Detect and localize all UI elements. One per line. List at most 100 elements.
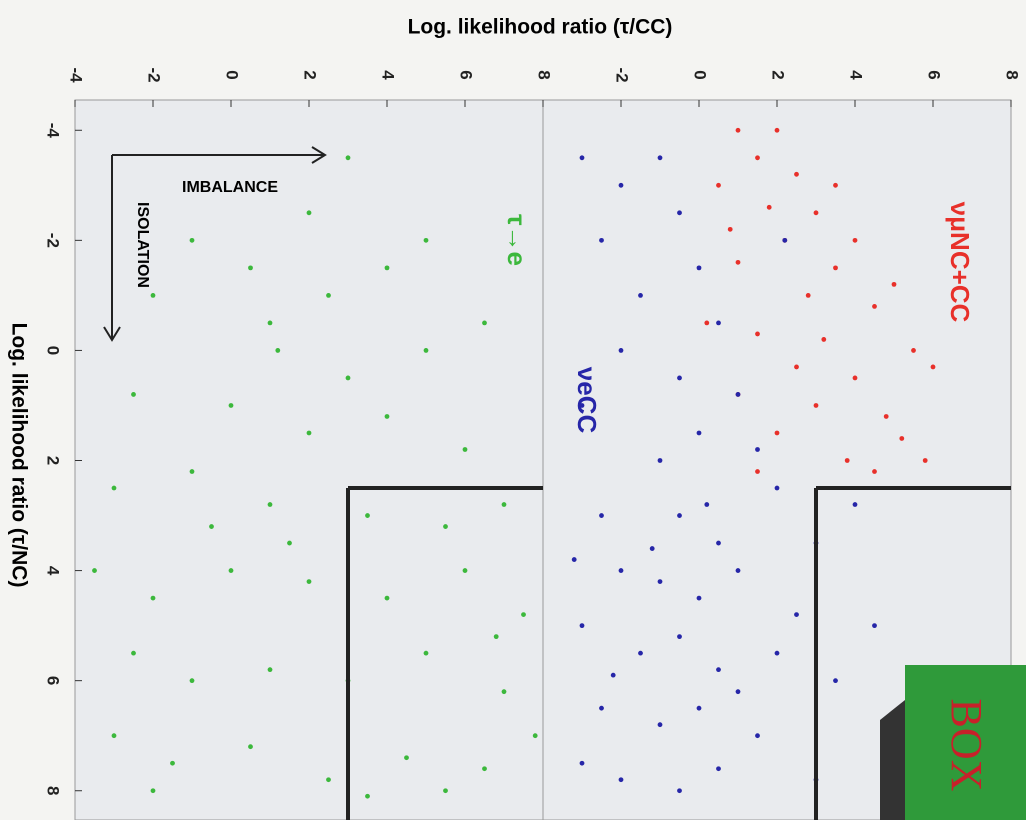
point xyxy=(657,155,663,161)
point xyxy=(813,210,819,216)
point xyxy=(794,364,799,370)
point xyxy=(891,281,897,287)
point xyxy=(571,557,577,562)
point xyxy=(696,265,702,271)
point xyxy=(638,650,643,656)
point xyxy=(384,414,390,419)
point xyxy=(599,513,604,518)
point xyxy=(735,127,741,133)
point xyxy=(755,733,760,739)
y-tick-label: 2 xyxy=(44,456,63,465)
point xyxy=(618,348,624,353)
y-tick-label: 0 xyxy=(44,346,63,355)
point xyxy=(501,689,507,695)
point xyxy=(872,469,877,474)
x-tick-label: -4 xyxy=(67,67,86,83)
point xyxy=(365,793,370,799)
x-tick-label: -2 xyxy=(613,67,632,82)
point xyxy=(657,458,663,463)
x-tick-label: 0 xyxy=(223,70,242,79)
point xyxy=(579,403,585,408)
point xyxy=(618,568,624,573)
point xyxy=(462,568,468,573)
point xyxy=(384,595,390,601)
point xyxy=(267,667,273,673)
point xyxy=(150,292,156,298)
point xyxy=(899,436,905,441)
point xyxy=(423,650,429,656)
point xyxy=(852,375,858,381)
point xyxy=(677,210,682,216)
point xyxy=(774,485,780,491)
point xyxy=(443,788,448,794)
point xyxy=(677,375,682,381)
point xyxy=(618,777,624,783)
y-tick-label: 4 xyxy=(44,566,63,576)
point xyxy=(774,127,780,133)
point xyxy=(189,469,195,474)
point xyxy=(345,375,351,381)
point xyxy=(579,155,585,161)
point xyxy=(287,540,292,546)
point xyxy=(131,650,136,656)
point xyxy=(782,237,788,243)
point xyxy=(599,705,604,711)
point xyxy=(482,320,487,326)
annotation: IMBALANCE xyxy=(182,179,278,196)
point xyxy=(833,678,838,684)
point xyxy=(735,568,741,573)
x-tick-label: 2 xyxy=(301,70,320,79)
y-tick-label: -2 xyxy=(44,233,63,248)
point xyxy=(833,265,838,271)
point xyxy=(150,595,156,601)
point xyxy=(716,540,721,546)
point xyxy=(462,447,468,452)
annotation: BOX xyxy=(942,699,991,792)
point xyxy=(306,430,312,436)
point xyxy=(657,579,663,584)
point xyxy=(423,348,429,353)
point xyxy=(735,689,741,695)
point xyxy=(716,320,721,326)
point xyxy=(443,524,448,529)
point xyxy=(493,634,499,640)
series-label: νeCC xyxy=(572,367,602,434)
point xyxy=(228,568,234,573)
point xyxy=(189,678,195,684)
series-label: τ→e xyxy=(502,214,532,266)
point xyxy=(579,623,585,629)
imbalance-arrow xyxy=(103,146,327,342)
point xyxy=(579,760,585,766)
point xyxy=(532,733,538,739)
point xyxy=(248,265,253,271)
point xyxy=(92,568,97,573)
point xyxy=(131,392,136,397)
point xyxy=(716,766,721,772)
point xyxy=(696,595,702,601)
series xyxy=(704,127,936,474)
y-tick-label: 6 xyxy=(44,676,63,685)
point xyxy=(821,337,827,342)
x-tick-label: 4 xyxy=(847,70,866,80)
photo-box xyxy=(905,665,1026,820)
point xyxy=(852,502,858,507)
x-tick-label: 8 xyxy=(535,70,554,79)
x-tick-label: 0 xyxy=(691,70,710,79)
x-axis-title: Log. likelihood ratio (τ/CC) xyxy=(408,16,673,39)
point xyxy=(766,204,772,210)
point xyxy=(326,292,331,298)
point xyxy=(170,760,175,766)
y-tick-label: -4 xyxy=(44,123,63,139)
x-tick-label: 4 xyxy=(379,70,398,80)
point xyxy=(696,705,702,711)
point xyxy=(649,546,655,551)
point xyxy=(521,612,526,618)
point xyxy=(755,447,760,452)
point xyxy=(704,320,710,326)
point xyxy=(930,364,936,370)
x-tick-label: 6 xyxy=(925,70,944,79)
point xyxy=(696,430,702,436)
point xyxy=(618,182,624,188)
point xyxy=(638,292,643,298)
